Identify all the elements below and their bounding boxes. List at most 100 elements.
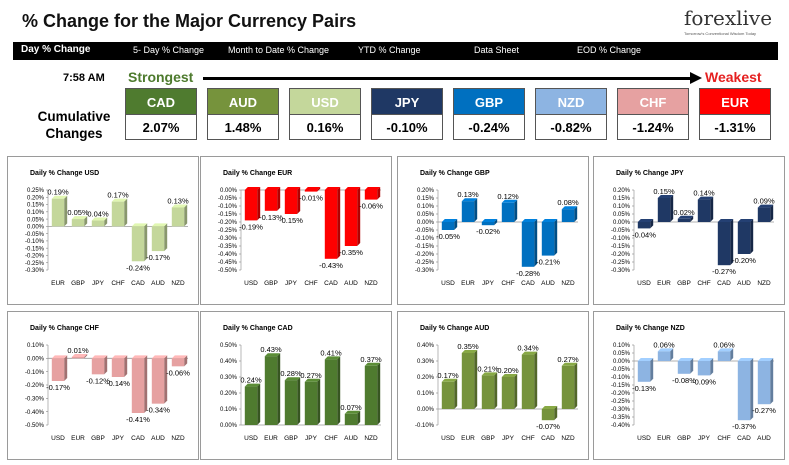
nav-data-sheet[interactable]: Data Sheet xyxy=(474,45,520,55)
header: % Change for the Major Currency Pairs fo… xyxy=(0,0,789,42)
bar-top xyxy=(461,350,478,353)
bar-top xyxy=(541,406,558,409)
data-label: 0.41% xyxy=(320,348,342,357)
bar-front xyxy=(677,361,691,374)
bar-front xyxy=(441,222,455,230)
x-tick-label: USD xyxy=(244,435,258,442)
data-label: 0.20% xyxy=(497,366,519,375)
bar-top xyxy=(541,219,558,222)
y-tick-label: -0.05% xyxy=(611,228,631,234)
x-tick-label: JPY xyxy=(482,280,495,287)
bar-top xyxy=(717,219,734,222)
y-tick-label: -0.05% xyxy=(218,196,238,202)
chart-panel-chf: Daily % Change CHF 0.10% 0.00% -0.10% -0.20%… xyxy=(7,311,199,460)
bar-front xyxy=(637,361,651,382)
x-tick-label: EUR xyxy=(657,435,671,442)
data-label: -0.02% xyxy=(476,227,500,236)
bar-side xyxy=(317,187,321,192)
bar-side xyxy=(494,372,498,409)
y-tick-label: -0.35% xyxy=(611,415,631,421)
bar-top xyxy=(51,355,68,359)
bar-side xyxy=(770,358,774,405)
bar-front xyxy=(757,361,771,405)
bar-side xyxy=(454,378,458,409)
bar-chf xyxy=(697,196,714,222)
bar-aud xyxy=(757,358,774,405)
data-label: 0.06% xyxy=(653,340,675,349)
chart-panel-gbp: Daily % Change GBP 0.20% 0.15% 0.10% 0.05% 0.… xyxy=(397,156,589,305)
bar-front xyxy=(111,201,125,227)
y-tick-label: -0.50% xyxy=(25,423,45,429)
bar-side xyxy=(277,353,281,425)
bar-front xyxy=(481,375,495,409)
chart-title: Daily % Change CAD xyxy=(223,325,293,332)
y-tick-label: 0.20% xyxy=(220,391,238,397)
bar-top xyxy=(284,187,301,190)
bar-chf xyxy=(717,348,734,361)
bar-front xyxy=(344,413,358,425)
x-tick-label: JPY xyxy=(285,280,298,287)
y-tick-label: 0.15% xyxy=(613,196,631,202)
currency-box-nzd: NZD -0.82% xyxy=(535,88,607,140)
data-label: -0.19% xyxy=(239,222,263,231)
y-tick-label: 0.00% xyxy=(417,407,435,413)
forexlive-logo[interactable]: forexlive Tomorrow's Conventional Wisdom… xyxy=(680,6,780,38)
y-tick-label: -0.40% xyxy=(218,252,238,258)
x-tick-label: CHF xyxy=(501,280,514,287)
nav-eod-change[interactable]: EOD % Change xyxy=(577,45,642,55)
y-tick-label: -0.15% xyxy=(611,383,631,389)
bar-front xyxy=(501,202,515,222)
bar-front xyxy=(131,226,145,262)
bar-top xyxy=(264,187,281,190)
nav-month-to-date-change[interactable]: Month to Date % Change xyxy=(228,45,330,55)
arrow-right-icon xyxy=(690,72,702,84)
y-tick-label: 0.10% xyxy=(417,204,435,210)
bar-eur xyxy=(657,195,674,222)
x-tick-label: AUD xyxy=(757,435,771,442)
y-tick-label: 0.05% xyxy=(27,217,45,223)
data-label: 0.34% xyxy=(517,344,539,353)
bar-front xyxy=(657,198,671,222)
data-label: -0.09% xyxy=(692,377,716,386)
bar-nzd xyxy=(364,187,381,200)
chart-title: Daily % Change EUR xyxy=(223,170,292,177)
bar-side xyxy=(377,362,381,425)
bar-top xyxy=(657,195,674,198)
bar-front xyxy=(264,356,278,425)
x-tick-label: AUD xyxy=(151,435,165,442)
y-tick-label: 0.40% xyxy=(220,359,238,365)
bar-side xyxy=(554,219,558,256)
y-tick-label: -0.20% xyxy=(25,254,45,260)
x-tick-label: CHF xyxy=(324,435,337,442)
chart-panel-jpy: Daily % Change JPY 0.20% 0.15% 0.10% 0.05% 0.… xyxy=(593,156,785,305)
bar-top xyxy=(677,215,694,219)
data-label: -0.01% xyxy=(299,194,323,203)
x-tick-label: CHF xyxy=(697,280,710,287)
bar-side xyxy=(554,406,558,421)
nav-ytd-change[interactable]: YTD % Change xyxy=(358,45,421,55)
bar-cad xyxy=(324,187,341,259)
y-tick-label: 0.20% xyxy=(417,375,435,381)
bar-usd xyxy=(637,219,654,229)
bar-front xyxy=(244,386,258,425)
bar-side xyxy=(357,410,361,425)
chart-title: Daily % Change AUD xyxy=(420,325,489,332)
bar-front xyxy=(637,222,651,229)
nav-day-change[interactable]: Day % Change xyxy=(21,44,91,55)
bar-side xyxy=(574,206,578,222)
y-tick-label: -0.30% xyxy=(611,268,631,274)
currency-change-value: 0.16% xyxy=(289,115,361,140)
cumulative-label-line2: Changes xyxy=(45,126,103,141)
bar-top xyxy=(244,187,261,190)
currency-box-jpy: JPY -0.10% xyxy=(371,88,443,140)
y-tick-label: 0.50% xyxy=(220,343,238,349)
chart-panel-cad: Daily % Change CAD 0.50% 0.40% 0.30% 0.20% 0.… xyxy=(200,311,392,460)
bar-top xyxy=(151,355,168,359)
page-title: % Change for the Major Currency Pairs xyxy=(22,11,357,31)
chart-title: Daily % Change GBP xyxy=(420,170,490,177)
nav-5day-change[interactable]: 5- Day % Change xyxy=(133,45,205,55)
bar-top xyxy=(344,410,361,414)
bar-usd xyxy=(51,355,68,381)
bar-front xyxy=(461,201,475,222)
chart-panel-aud: Daily % Change AUD 0.40% 0.30% 0.20% 0.10% 0.… xyxy=(397,311,589,460)
